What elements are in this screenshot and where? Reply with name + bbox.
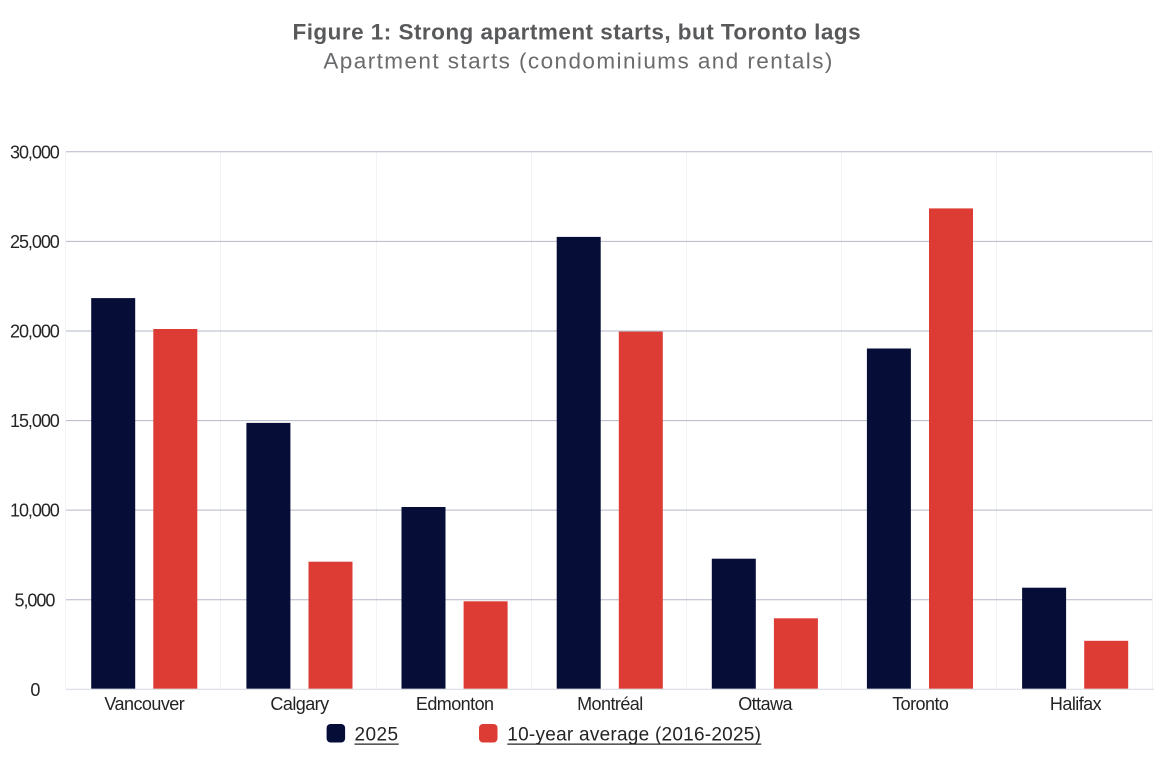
svg-text:Montréal: Montréal xyxy=(577,694,643,714)
svg-text:30,000: 30,000 xyxy=(10,142,60,162)
svg-text:Toronto: Toronto xyxy=(892,694,949,714)
svg-text:25,000: 25,000 xyxy=(10,232,60,252)
svg-text:10,000: 10,000 xyxy=(10,501,60,521)
svg-text:20,000: 20,000 xyxy=(10,322,60,342)
svg-text:5,000: 5,000 xyxy=(15,590,56,610)
svg-text:Figure 1: Strong apartment sta: Figure 1: Strong apartment starts, but T… xyxy=(293,19,862,44)
svg-text:Ottawa: Ottawa xyxy=(738,694,793,714)
svg-text:0: 0 xyxy=(30,680,40,700)
svg-text:Vancouver: Vancouver xyxy=(104,694,184,714)
svg-text:15,000: 15,000 xyxy=(10,411,60,431)
svg-text:Calgary: Calgary xyxy=(270,694,329,714)
svg-text:10-year average (2016-2025): 10-year average (2016-2025) xyxy=(507,725,761,746)
svg-text:Edmonton: Edmonton xyxy=(416,694,494,714)
svg-text:2025: 2025 xyxy=(355,725,399,746)
svg-text:Apartment starts (condominiums: Apartment starts (condominiums and renta… xyxy=(323,49,833,74)
svg-text:Halifax: Halifax xyxy=(1050,694,1102,714)
